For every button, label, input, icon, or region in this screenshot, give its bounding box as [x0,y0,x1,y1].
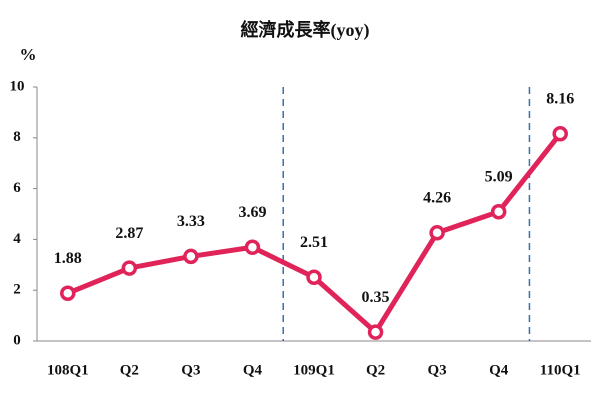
value-label: 2.51 [300,234,328,251]
point [183,248,199,265]
chart-title: 經濟成長率(yoy) [241,19,370,41]
x-tick-label: Q2 [366,362,385,378]
x-tick-label: Q3 [181,362,200,378]
value-label: 5.09 [485,168,513,185]
x-tick-label: Q4 [489,362,509,378]
value-label: 3.69 [238,204,266,221]
x-tick-label: Q2 [120,362,139,378]
point [429,225,445,241]
value-label: 8.16 [546,90,574,107]
y-tick-label: 4 [13,231,21,247]
y-tick-label: 10 [10,78,25,94]
value-label: 3.33 [177,213,205,230]
x-tick-label: 109Q1 [293,362,335,378]
point [306,269,322,285]
point [60,285,76,301]
point [121,260,138,276]
y-tick-label: 0 [13,332,21,348]
x-tick-label: Q4 [243,362,263,378]
value-label: 2.87 [115,225,143,242]
x-tick-label: 110Q1 [540,362,581,378]
y-tick-label: 6 [13,180,21,196]
x-tick-label: Q3 [428,362,447,378]
value-label: 0.35 [362,289,390,306]
point [490,203,507,220]
point [552,125,568,142]
point [367,324,384,340]
point [244,239,261,256]
y-tick-label: 2 [13,282,21,298]
y-tick-label: 8 [13,129,21,145]
x-tick-label: 108Q1 [47,362,89,378]
value-label: 4.26 [423,189,451,206]
value-label: 1.88 [54,250,82,267]
y-axis-label: % [20,45,37,64]
